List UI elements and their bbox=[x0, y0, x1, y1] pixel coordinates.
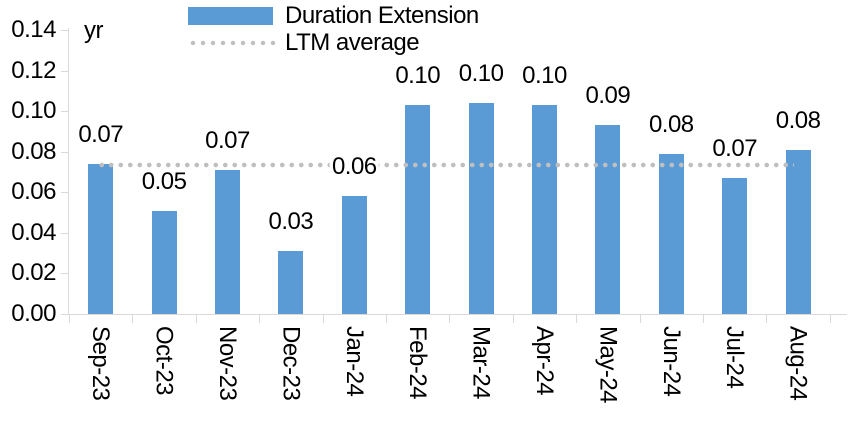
y-axis-tick-label: 0.14 bbox=[11, 16, 56, 43]
y-axis-tick-icon bbox=[61, 111, 68, 113]
y-axis-tick-icon bbox=[61, 151, 68, 153]
x-axis-tick-icon bbox=[829, 315, 831, 323]
x-axis-tick-icon bbox=[449, 315, 451, 323]
y-axis-unit-label: yr bbox=[84, 17, 104, 44]
bar bbox=[785, 149, 811, 314]
bar-value-label: 0.07 bbox=[203, 126, 252, 154]
legend-label-duration-extension: Duration Extension bbox=[285, 1, 479, 29]
bar-value-label: 0.10 bbox=[520, 62, 569, 90]
bar bbox=[278, 251, 304, 314]
bar-value-label: 0.07 bbox=[710, 135, 760, 163]
y-axis-tick-icon bbox=[61, 232, 68, 234]
x-axis-label: Aug-24 bbox=[784, 326, 812, 401]
bar bbox=[468, 103, 494, 314]
bar bbox=[88, 163, 114, 314]
y-axis-tick-icon bbox=[61, 70, 68, 72]
x-axis-label: May-24 bbox=[594, 326, 622, 404]
bar bbox=[151, 210, 177, 314]
bar bbox=[595, 125, 621, 314]
x-axis-label: Nov-23 bbox=[214, 326, 241, 401]
y-axis-tick-label: 0.12 bbox=[11, 56, 56, 84]
y-axis-tick-icon bbox=[61, 273, 68, 275]
y-axis-tick-icon bbox=[61, 30, 68, 31]
y-axis-tick-label: 0.00 bbox=[11, 300, 56, 327]
legend-label-ltm-average: LTM average bbox=[285, 28, 420, 56]
x-axis-label: Jul-24 bbox=[721, 326, 749, 389]
y-axis-tick-icon bbox=[61, 314, 68, 315]
bar-series-swatch-icon bbox=[188, 6, 273, 25]
ltm-average-line bbox=[96, 161, 795, 168]
x-axis-label: Mar-24 bbox=[467, 326, 495, 400]
bar-value-label: 0.05 bbox=[139, 167, 189, 195]
y-axis-line bbox=[68, 28, 69, 315]
x-axis-label: Dec-23 bbox=[277, 326, 305, 401]
bar bbox=[341, 196, 367, 314]
bar bbox=[215, 169, 240, 314]
x-axis-label: Jun-24 bbox=[657, 326, 685, 397]
x-axis-tick-icon bbox=[69, 315, 70, 323]
x-axis-label: Feb-24 bbox=[404, 326, 432, 400]
x-axis-tick-icon bbox=[322, 315, 324, 323]
legend-item-duration-extension: Duration Extension bbox=[188, 2, 479, 29]
x-axis-label: Jan-24 bbox=[340, 326, 368, 397]
y-axis-tick-label: 0.02 bbox=[11, 259, 56, 287]
legend-item-ltm-average: LTM average bbox=[188, 29, 479, 56]
bar-value-label: 0.10 bbox=[456, 60, 506, 88]
x-axis-tick-icon bbox=[259, 315, 261, 323]
x-axis-tick-icon bbox=[576, 315, 578, 323]
bar bbox=[658, 153, 684, 314]
y-axis-tick-label: 0.06 bbox=[11, 178, 56, 206]
x-axis-tick-icon bbox=[766, 315, 768, 323]
legend: Duration Extension LTM average bbox=[188, 2, 479, 56]
bar bbox=[405, 105, 431, 314]
y-axis-tick-label: 0.04 bbox=[11, 218, 56, 246]
bar bbox=[722, 178, 748, 314]
y-axis-tick-label: 0.10 bbox=[11, 97, 56, 125]
bar bbox=[532, 105, 557, 314]
x-axis-line bbox=[61, 314, 847, 315]
y-axis-tick-label: 0.08 bbox=[11, 137, 56, 165]
bar-value-label: 0.08 bbox=[646, 110, 696, 138]
x-axis-label: Apr-24 bbox=[531, 326, 558, 396]
x-axis-tick-icon bbox=[132, 315, 134, 323]
bar-value-label: 0.03 bbox=[266, 208, 316, 236]
bar-value-label: 0.08 bbox=[773, 106, 823, 134]
bar-value-label: 0.07 bbox=[76, 120, 126, 148]
x-axis-tick-icon bbox=[703, 315, 704, 323]
dotted-line-swatch-icon bbox=[188, 39, 280, 46]
x-axis-label: Sep-23 bbox=[87, 326, 115, 401]
x-axis-tick-icon bbox=[386, 315, 387, 323]
x-axis-tick-icon bbox=[639, 315, 641, 323]
bar-value-label: 0.09 bbox=[583, 82, 633, 110]
bar-value-label: 0.06 bbox=[329, 153, 379, 181]
bar-value-label: 0.10 bbox=[393, 62, 443, 90]
y-axis-tick-icon bbox=[61, 192, 68, 194]
x-axis-tick-icon bbox=[512, 315, 514, 323]
x-axis-label: Oct-23 bbox=[150, 326, 178, 396]
x-axis-tick-icon bbox=[195, 315, 197, 323]
